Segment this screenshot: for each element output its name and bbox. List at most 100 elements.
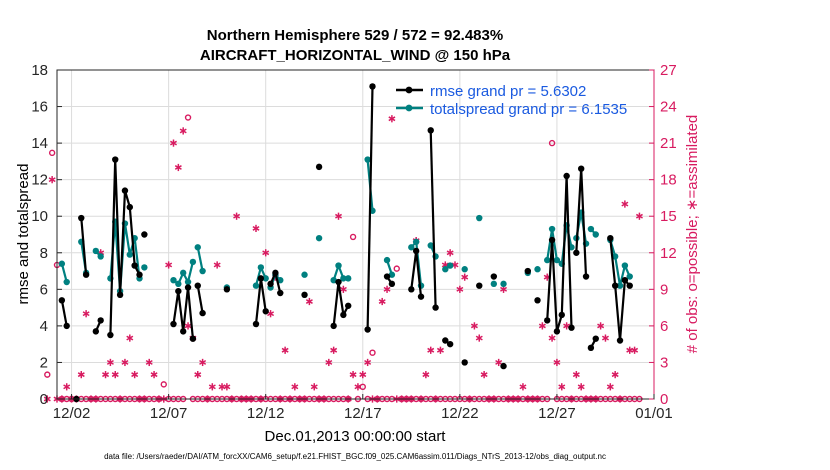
spread-point [548,225,556,233]
obs-assimilated-marker [422,371,430,379]
obs-assimilated-marker [519,383,527,391]
obs-possible-marker [548,139,556,147]
obs-assimilated-stroke [126,335,134,341]
spread-point [388,271,396,278]
spread-point [189,258,197,266]
obs-assimilated-stroke [456,286,464,292]
rmse-point [587,344,595,352]
rmse-point [252,320,260,328]
obs-possible-marker [369,349,376,356]
rmse-point [534,297,541,304]
obs-assimilated-stroke [475,335,483,341]
obs-assimilated-stroke [427,347,435,353]
obs-assimilated-marker [538,322,546,330]
spread-point [621,262,629,269]
obs-assimilated-marker [475,334,483,342]
rmse-point [141,231,148,238]
rmse-point [446,340,454,348]
obs-assimilated-marker [111,371,119,379]
obs-assimilated-stroke [121,359,129,365]
rmse-point [175,287,182,295]
obs-assimilated-marker [63,383,71,391]
obs-assimilated-stroke [63,384,71,390]
rmse-point [58,297,66,304]
rmse-point [262,308,269,315]
obs-assimilated-marker [48,176,56,184]
spread-point [257,264,265,271]
obs-assimilated-stroke [436,347,444,353]
obs-assimilated-marker [145,358,153,367]
rmse-point [383,273,391,280]
x-tick-label: 12/07 [150,405,188,422]
spread-point [252,282,260,289]
spread-point [534,266,541,273]
rmse-line-segment [332,280,350,327]
spread-point [412,238,420,246]
obs-assimilated-stroke [364,359,372,365]
obs-assimilated-marker [213,261,221,269]
obs-assimilated-marker [77,371,85,379]
spread-point [383,256,391,264]
obs-assimilated-stroke [631,347,639,353]
x-tick-label: 12/22 [441,405,479,422]
spread-point [427,242,434,249]
spread-point [194,244,201,251]
x-tick-label: 12/12 [247,405,285,422]
y-tick-label: 16 [31,99,48,116]
obs-assimilated-marker [436,346,444,354]
obs-assimilated-stroke [621,201,629,207]
spread-point [141,264,148,271]
obs-assimilated-marker [252,224,260,233]
chart-subtitle: AIRCRAFT_HORIZONTAL_WIND @ 150 hPa [200,47,511,64]
spread-point [335,262,342,269]
rmse-point [558,311,565,319]
chart-title: Northern Hemisphere 529 / 572 = 92.483% [207,27,503,44]
spread-point [175,280,182,288]
obs-assimilated-stroke [145,359,153,365]
obs-assimilated-marker [480,371,488,379]
obs-assimilated-stroke [208,384,216,390]
y-tick-label: 14 [31,135,48,152]
rmse-point [121,187,129,194]
rmse-point [131,262,138,269]
rmse-point [607,234,614,242]
obs-assimilated-marker [194,371,202,379]
obs-assimilated-marker [169,139,177,147]
y-right-tick-label: 6 [660,318,668,335]
rmse-point [524,267,532,275]
obs-assimilated-stroke [378,299,386,304]
obs-assimilated-stroke [325,359,333,365]
obs-assimilated-marker [577,383,585,391]
y-tick-label: 12 [31,172,48,189]
obs-assimilated-marker [233,212,241,220]
obs-assimilated-stroke [252,225,260,231]
y-right-tick-label: 3 [660,354,668,371]
spread-point [262,275,269,282]
obs-assimilated-marker [325,358,333,367]
rmse-point [199,309,206,317]
spread-point [179,269,187,277]
obs-assimilated-marker [470,322,478,330]
rmse-point [179,328,187,335]
obs-assimilated-stroke [470,323,478,329]
obs-assimilated-marker [121,358,129,367]
y-right-tick-label: 24 [660,99,677,116]
rmse-point [412,247,420,255]
rmse-point [223,286,231,293]
legend-rmse-marker [405,86,413,94]
spread-point [315,234,323,242]
obs-assimilated-stroke [500,286,508,292]
rmse-point [335,278,342,286]
y-tick-label: 10 [31,208,48,225]
obs-assimilated-marker [208,383,216,391]
obs-assimilated-stroke [480,372,488,378]
obs-assimilated-marker [339,285,347,293]
spread-point [97,253,104,260]
spread-point [126,251,134,258]
obs-assimilated-marker [43,395,51,403]
spread-point [553,256,561,264]
spread-point [330,276,337,284]
obs-assimilated-stroke [48,177,56,183]
y-axis-right: 0 3 6 9 12 15 18 21 24 27 [649,62,677,408]
